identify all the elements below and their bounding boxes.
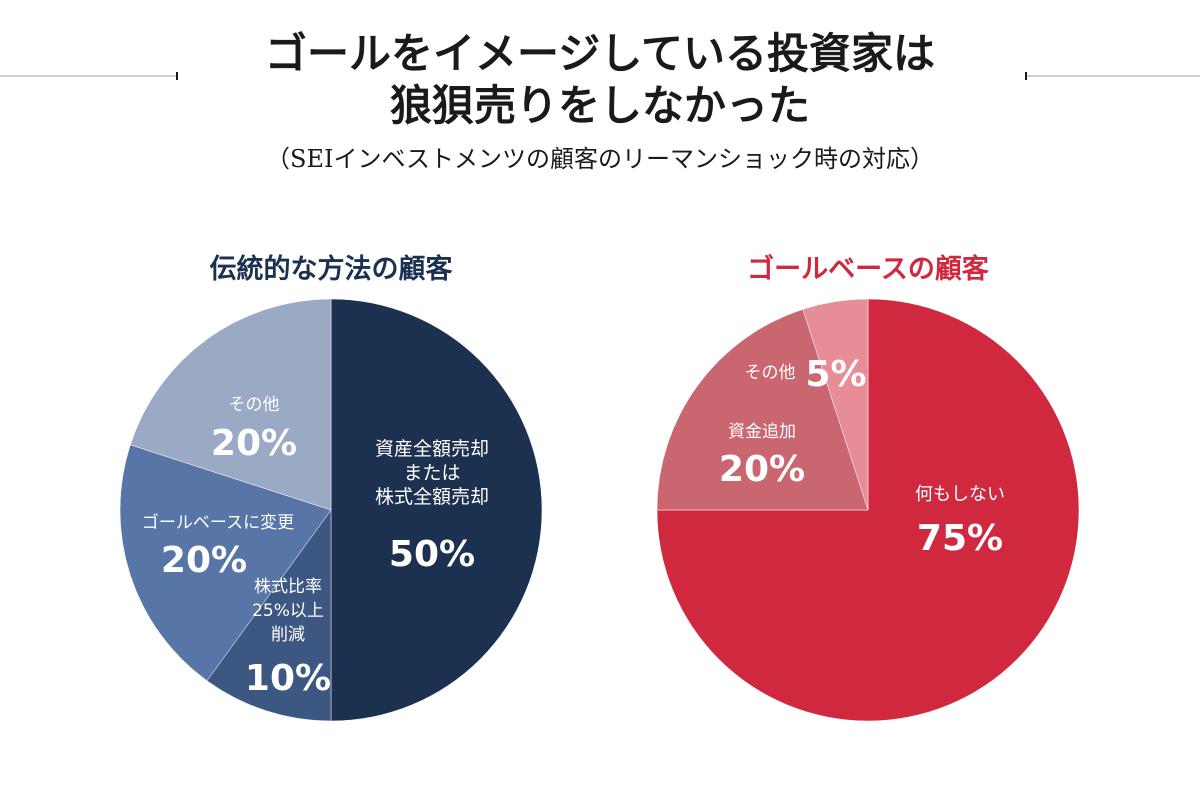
slice-label: 何もしない [915, 484, 1005, 505]
slice-label: その他 [229, 395, 280, 415]
slice-label: 株式比率 [254, 577, 322, 597]
page-title-line2: 狼狽売りをしなかった [389, 81, 810, 130]
pie-slice [119, 444, 332, 682]
pie-chart-title: 伝統的な方法の顧客 [210, 253, 454, 285]
slice-label: ゴールベースに変更 [142, 512, 294, 533]
slice-label: 資金追加 [728, 422, 796, 442]
slice-label: 資産全額売却 [375, 438, 489, 460]
slice-value-label: 20% [211, 423, 297, 464]
pie-slice [802, 298, 869, 511]
title-rule-left [0, 75, 178, 77]
title-rule-right [1025, 75, 1200, 77]
slice-label: 削減 [271, 625, 305, 645]
slice-label: 25%以上 [252, 601, 324, 621]
pie-slice [656, 298, 1080, 722]
pie-slice [206, 509, 332, 722]
slice-label: または [403, 462, 460, 484]
slice-value-label: 75% [917, 518, 1003, 559]
title-rule-left-tick [176, 72, 178, 80]
pie-chart-title: ゴールベースの顧客 [747, 253, 990, 285]
slice-value-label: 5% [805, 354, 866, 395]
title-rule-right-tick [1025, 72, 1027, 80]
page-subtitle: （SEIインベストメンツの顧客のリーマンショック時の対応） [266, 145, 934, 173]
slice-value-label: 10% [245, 658, 331, 699]
slice-value-label: 50% [389, 534, 475, 575]
page-title-line1: ゴールをイメージしている投資家は [265, 29, 935, 78]
pie-slice [130, 298, 332, 511]
slice-label: 株式全額売却 [375, 486, 489, 508]
slice-label: その他 [745, 363, 796, 383]
pie-slice [656, 309, 869, 511]
slice-value-label: 20% [719, 449, 805, 490]
pie-slice [330, 298, 543, 722]
slice-value-label: 20% [161, 540, 247, 581]
